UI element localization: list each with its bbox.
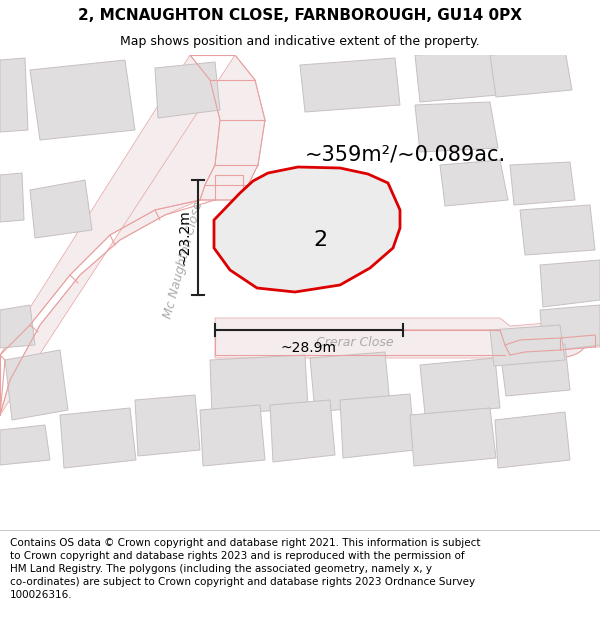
- Polygon shape: [210, 355, 308, 415]
- Polygon shape: [500, 344, 570, 396]
- Polygon shape: [60, 408, 136, 468]
- Text: Map shows position and indicative extent of the property.: Map shows position and indicative extent…: [120, 35, 480, 48]
- Polygon shape: [340, 394, 415, 458]
- Polygon shape: [30, 180, 92, 238]
- Polygon shape: [0, 173, 24, 222]
- Polygon shape: [155, 62, 220, 118]
- Polygon shape: [540, 260, 600, 307]
- Polygon shape: [200, 405, 265, 466]
- Polygon shape: [490, 325, 565, 366]
- Polygon shape: [0, 425, 50, 465]
- Text: 2, MCNAUGHTON CLOSE, FARNBOROUGH, GU14 0PX: 2, MCNAUGHTON CLOSE, FARNBOROUGH, GU14 0…: [78, 8, 522, 23]
- Polygon shape: [5, 350, 68, 420]
- Polygon shape: [30, 60, 135, 140]
- Polygon shape: [135, 395, 200, 456]
- Polygon shape: [0, 55, 265, 415]
- Polygon shape: [415, 52, 498, 102]
- Polygon shape: [0, 58, 28, 132]
- Polygon shape: [215, 318, 600, 345]
- Text: Mc Naughton Close: Mc Naughton Close: [161, 200, 205, 320]
- Text: ~23.2m: ~23.2m: [177, 209, 191, 266]
- Polygon shape: [214, 167, 400, 292]
- Polygon shape: [540, 305, 600, 352]
- Text: Contains OS data © Crown copyright and database right 2021. This information is : Contains OS data © Crown copyright and d…: [10, 538, 481, 601]
- Polygon shape: [0, 305, 35, 348]
- Polygon shape: [520, 205, 595, 255]
- Polygon shape: [410, 408, 496, 466]
- Polygon shape: [415, 102, 498, 152]
- Polygon shape: [440, 160, 508, 206]
- Polygon shape: [420, 358, 500, 414]
- Polygon shape: [215, 330, 600, 358]
- Text: 2: 2: [313, 230, 327, 250]
- Polygon shape: [490, 50, 572, 97]
- Polygon shape: [300, 58, 400, 112]
- Polygon shape: [270, 400, 335, 462]
- Text: ~359m²/~0.089ac.: ~359m²/~0.089ac.: [305, 145, 506, 165]
- Polygon shape: [310, 352, 390, 412]
- Text: Crerar Close: Crerar Close: [316, 336, 394, 349]
- Text: ~28.9m: ~28.9m: [281, 341, 337, 355]
- Polygon shape: [495, 412, 570, 468]
- Polygon shape: [510, 162, 575, 205]
- Ellipse shape: [525, 330, 585, 358]
